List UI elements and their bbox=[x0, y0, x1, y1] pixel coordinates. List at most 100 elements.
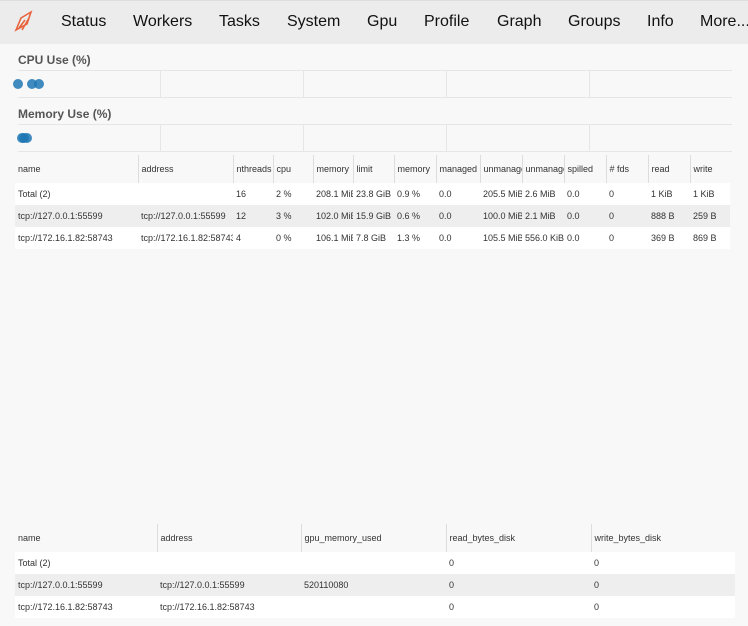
column-header[interactable]: memory bbox=[394, 155, 437, 183]
table-cell: 0 bbox=[591, 552, 735, 574]
column-header[interactable]: memory bbox=[313, 155, 354, 183]
table-cell: 2.1 MiB bbox=[522, 205, 564, 227]
table-cell: 102.0 MiB bbox=[313, 205, 353, 227]
table-row[interactable]: tcp://127.0.0.1:55599 tcp://127.0.0.1:555… bbox=[15, 205, 730, 227]
worker-point[interactable] bbox=[22, 133, 33, 143]
grid-line bbox=[160, 125, 161, 151]
table-cell: 0.0 bbox=[564, 205, 606, 227]
table-cell: Total (2) bbox=[15, 552, 157, 574]
column-header[interactable]: gpu_memory_used bbox=[301, 524, 447, 552]
nav-workers[interactable]: Workers bbox=[133, 13, 193, 30]
column-header[interactable]: nthreads bbox=[233, 155, 274, 183]
table-row[interactable]: tcp://172.16.1.82:58743 tcp://172.16.1.82… bbox=[15, 227, 730, 249]
table-cell: tcp://172.16.1.82:58743 bbox=[15, 227, 138, 249]
worker-point[interactable] bbox=[34, 79, 45, 89]
table-cell: tcp://172.16.1.82:58743 bbox=[15, 596, 157, 618]
table-cell: 369 B bbox=[648, 227, 690, 249]
table-cell: 7.8 GiB bbox=[353, 227, 394, 249]
table-row[interactable]: tcp://127.0.0.1:55599 tcp://127.0.0.1:555… bbox=[15, 574, 735, 596]
table-cell bbox=[301, 596, 446, 618]
nav-info[interactable]: Info bbox=[647, 13, 674, 30]
column-header[interactable]: unmanaged bbox=[480, 155, 523, 183]
table-cell: 205.5 MiB bbox=[480, 183, 522, 205]
nav-graph[interactable]: Graph bbox=[497, 13, 542, 30]
table-cell bbox=[138, 183, 233, 205]
grid-line bbox=[589, 71, 590, 97]
column-header[interactable]: name bbox=[15, 524, 158, 552]
table-cell: tcp://127.0.0.1:55599 bbox=[138, 205, 233, 227]
table-cell bbox=[301, 552, 446, 574]
column-header[interactable]: managed bbox=[436, 155, 481, 183]
table-cell: tcp://172.16.1.82:58743 bbox=[138, 227, 233, 249]
table-row[interactable]: tcp://172.16.1.82:58743 tcp://172.16.1.82… bbox=[15, 596, 735, 618]
table-cell: 0.6 % bbox=[394, 205, 436, 227]
grid-line bbox=[446, 71, 447, 97]
table-cell: 0 bbox=[606, 227, 648, 249]
table-cell: tcp://127.0.0.1:55599 bbox=[15, 574, 157, 596]
table-cell: 0.0 bbox=[436, 183, 480, 205]
table-cell: 1.3 % bbox=[394, 227, 436, 249]
column-header[interactable]: read_bytes_disk bbox=[446, 524, 592, 552]
table-cell: 888 B bbox=[648, 205, 690, 227]
nav-profile[interactable]: Profile bbox=[424, 13, 470, 30]
table-cell: Total (2) bbox=[15, 183, 138, 205]
column-header[interactable]: # fds bbox=[606, 155, 649, 183]
column-header[interactable]: limit bbox=[353, 155, 395, 183]
nav-system[interactable]: System bbox=[287, 13, 341, 30]
table-cell: 1 KiB bbox=[690, 183, 730, 205]
column-header[interactable]: address bbox=[157, 524, 302, 552]
workers-table: name address nthreads cpu memory limit memory m… bbox=[15, 155, 730, 249]
column-header[interactable]: address bbox=[138, 155, 234, 183]
table-cell: 0 % bbox=[273, 227, 313, 249]
top-nav: Status Workers Tasks System Gpu Profile … bbox=[0, 0, 748, 44]
nav-status[interactable]: Status bbox=[61, 13, 107, 30]
column-header[interactable]: name bbox=[15, 155, 139, 183]
column-header[interactable]: cpu bbox=[273, 155, 314, 183]
table-cell: 0.0 bbox=[436, 205, 480, 227]
column-header[interactable]: read bbox=[648, 155, 691, 183]
table-cell: 556.0 KiB bbox=[522, 227, 564, 249]
table-cell: 0.0 bbox=[564, 183, 606, 205]
table-cell: tcp://127.0.0.1:55599 bbox=[157, 574, 301, 596]
grid-line bbox=[589, 125, 590, 151]
grid-line bbox=[446, 125, 447, 151]
nav-tasks[interactable]: Tasks bbox=[219, 13, 260, 30]
table-cell: 869 B bbox=[690, 227, 730, 249]
cpu-plot-title: CPU Use (%) bbox=[18, 53, 91, 67]
table-row[interactable]: Total (2) 0 0 bbox=[15, 552, 735, 574]
table-cell: 106.1 MiB bbox=[313, 227, 353, 249]
table-cell: 16 bbox=[233, 183, 273, 205]
table-cell: tcp://127.0.0.1:55599 bbox=[15, 205, 138, 227]
gpu-table: name address gpu_memory_used read_bytes_dis… bbox=[15, 524, 735, 618]
worker-point[interactable] bbox=[13, 79, 23, 89]
cpu-plot bbox=[13, 70, 732, 98]
dask-logo-icon[interactable] bbox=[13, 10, 35, 34]
table-cell: 23.8 GiB bbox=[353, 183, 394, 205]
table-cell: 105.5 MiB bbox=[480, 227, 522, 249]
table-cell: tcp://172.16.1.82:58743 bbox=[157, 596, 301, 618]
grid-line bbox=[303, 71, 304, 97]
column-header[interactable]: write bbox=[693, 164, 713, 174]
nav-groups[interactable]: Groups bbox=[568, 13, 621, 30]
table-cell: 259 B bbox=[690, 205, 730, 227]
memory-plot bbox=[17, 124, 732, 152]
table-cell: 0 bbox=[606, 183, 648, 205]
table-cell: 0 bbox=[606, 205, 648, 227]
worker-point[interactable] bbox=[27, 79, 38, 89]
column-header[interactable]: unmanaged bbox=[522, 155, 565, 183]
grid-line bbox=[303, 125, 304, 151]
table-cell: 2.6 MiB bbox=[522, 183, 564, 205]
nav-gpu[interactable]: Gpu bbox=[367, 13, 398, 30]
table-cell: 1 KiB bbox=[648, 183, 690, 205]
table-cell: 0 bbox=[591, 596, 735, 618]
table-cell: 3 % bbox=[273, 205, 313, 227]
column-header[interactable]: write_bytes_disk bbox=[594, 533, 662, 543]
table-cell: 0 bbox=[591, 574, 735, 596]
grid-line bbox=[160, 71, 161, 97]
table-row[interactable]: Total (2) 16 2 % 208.1 MiB 23.8 GiB 0.9 % 0.0 2… bbox=[15, 183, 730, 205]
memory-plot-title: Memory Use (%) bbox=[18, 107, 112, 121]
nav-more[interactable]: More... bbox=[700, 13, 748, 30]
table-cell: 0 bbox=[446, 552, 591, 574]
column-header[interactable]: spilled bbox=[564, 155, 607, 183]
table-cell: 208.1 MiB bbox=[313, 183, 353, 205]
